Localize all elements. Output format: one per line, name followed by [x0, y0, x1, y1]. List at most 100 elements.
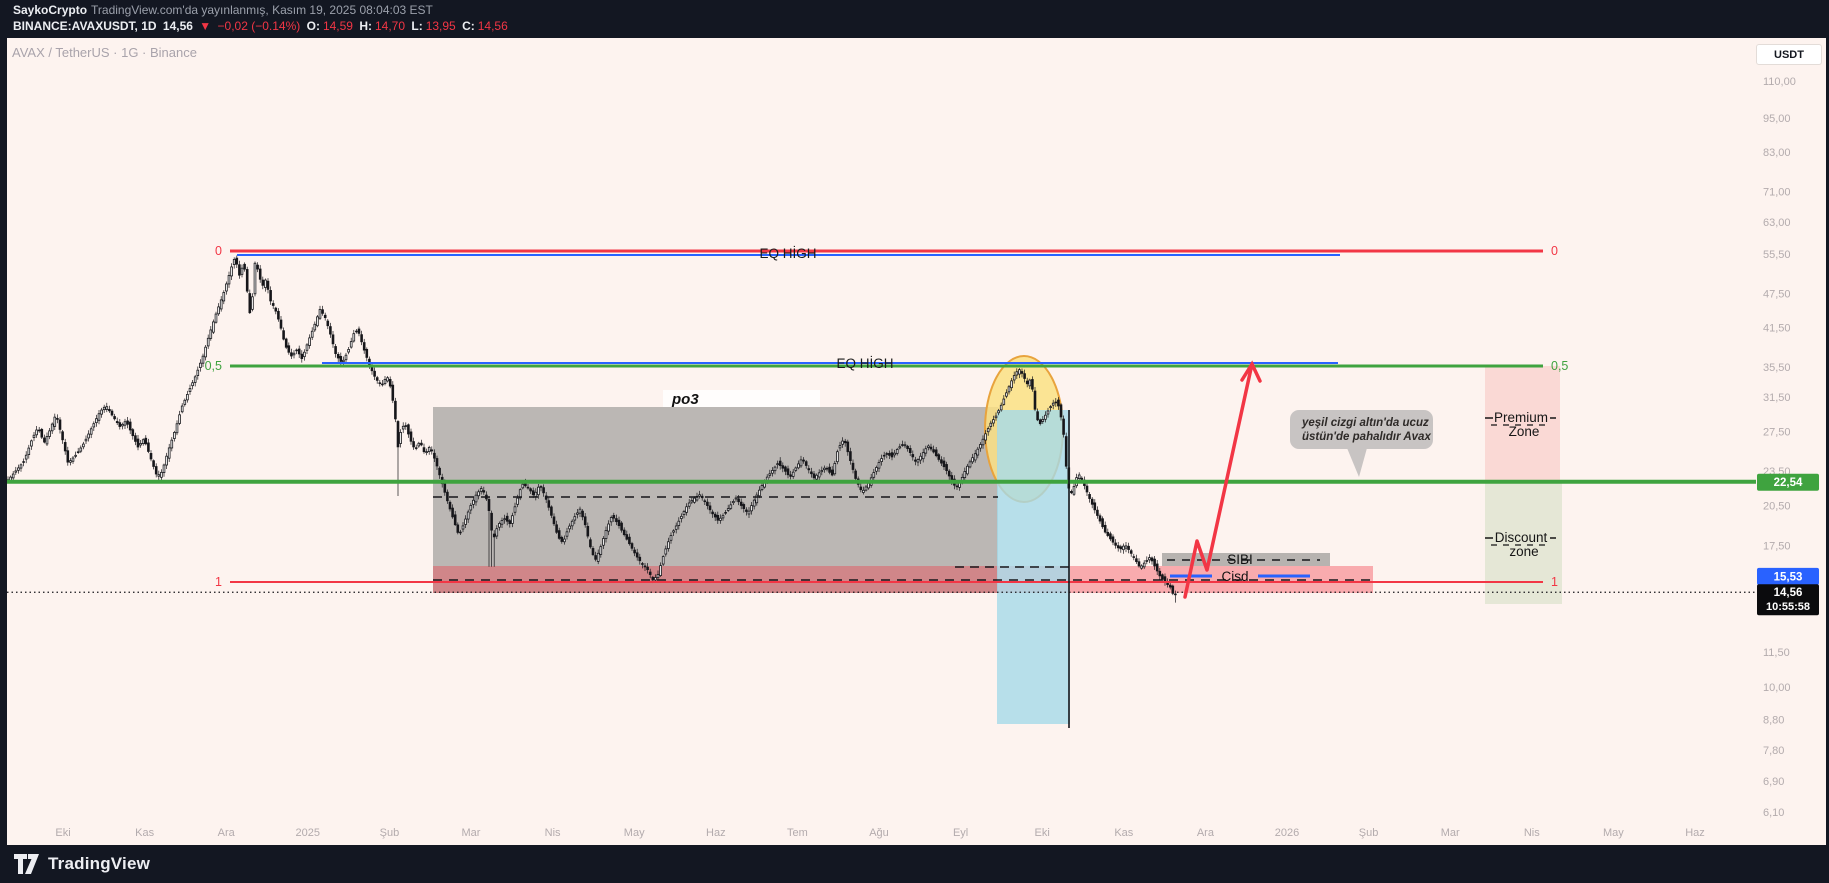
price-tick: 8,80 [1763, 715, 1784, 727]
time-tick: Kas [135, 827, 154, 839]
badge-22-54-text: 22,54 [1774, 477, 1803, 489]
close-label: C: [462, 19, 475, 33]
badge-22-54 [1757, 473, 1819, 491]
badge-15-53 [1757, 567, 1819, 585]
price-tick: 17,50 [1763, 541, 1791, 553]
price-tick: 11,50 [1763, 647, 1790, 659]
fib-1-label-left: 1 [215, 575, 222, 589]
badge-15-53-text: 15,53 [1774, 571, 1803, 583]
time-tick: Nis [1524, 827, 1540, 839]
eq-high-label-mid: EQ HİGH [836, 356, 893, 371]
svg-text:zone: zone [1509, 544, 1538, 559]
time-tick: Eyl [953, 827, 968, 839]
tradingview-logo-icon [14, 854, 39, 874]
price-tick: 110,00 [1763, 76, 1796, 88]
tooltip-line2: üstün'de pahalıdır Avax [1302, 431, 1431, 443]
tooltip-line1: yeşil cizgi altın'da ucuz [1301, 417, 1429, 429]
price-tick: 35,50 [1763, 362, 1791, 374]
low-value: 13,95 [425, 19, 456, 33]
projection-arrow[interactable] [1183, 360, 1262, 599]
open-label: O: [306, 19, 320, 33]
price-tick: 7,80 [1763, 745, 1784, 757]
chart-labels: EQ HİGH EQ HİGH po3 SIBI Cisd 0 0 0,5 0,5 1 1 Premi… [205, 244, 1569, 589]
price-tick: 27,50 [1763, 426, 1791, 438]
sibi-label: SIBI [1227, 552, 1253, 567]
time-tick: Eki [55, 827, 70, 839]
fib-1-label-right: 1 [1551, 575, 1558, 589]
time-tick: Tem [787, 827, 808, 839]
po3-label-strip [663, 390, 820, 407]
po3-label: po3 [671, 391, 699, 408]
author-name: SaykoCrypto [13, 3, 88, 17]
last-price: 14,56 [162, 19, 193, 33]
fib-05-label-left: 0,5 [205, 359, 222, 373]
time-tick: Kas [1114, 827, 1133, 839]
ticker-row: BINANCE:AVAXUSDT, 1D 14,56 ▼ −0,02 (−0.1… [13, 19, 511, 33]
price-tick: 20,50 [1763, 501, 1791, 513]
premium-zone-label: Premium [1494, 410, 1548, 425]
cisd-label: Cisd [1221, 569, 1248, 584]
price-tick: 47,50 [1763, 288, 1791, 300]
time-tick: Haz [1685, 827, 1705, 839]
price-tick: 6,10 [1763, 807, 1784, 819]
time-tick: Eki [1035, 827, 1050, 839]
price-tick: 10,00 [1763, 682, 1791, 694]
drawing-layers [433, 355, 1562, 724]
price-tick: 6,90 [1763, 776, 1784, 788]
eq-high-label-top: EQ HİGH [759, 246, 816, 261]
down-arrow-icon: ▼ [199, 19, 212, 33]
price-tick: 41,50 [1763, 322, 1791, 334]
time-tick: Haz [706, 827, 726, 839]
chart-watermark-title: AVAX / TetherUS · 1G · Binance [12, 45, 197, 60]
time-tick: May [1603, 827, 1624, 839]
fib-0-label-left: 0 [215, 244, 222, 258]
high-label: H: [359, 19, 372, 33]
currency-toggle-button[interactable]: USDT [1756, 44, 1822, 65]
time-tick: Mar [1441, 827, 1460, 839]
time-tick: Ara [218, 827, 236, 839]
tradingview-logo[interactable]: TradingView [14, 854, 150, 874]
bottom-bar: TradingView [0, 845, 1829, 883]
badge-countdown-text: 10:55:58 [1766, 601, 1810, 613]
tradingview-logo-text: TradingView [48, 854, 151, 873]
callout-tooltip[interactable]: yeşil cizgi altın'da ucuz üstün'de pahalı… [1290, 410, 1433, 477]
price-change: −0,02 (−0.14%) [217, 19, 301, 33]
badge-last-price-text: 14,56 [1774, 587, 1803, 599]
candlesticks [6, 255, 1177, 603]
symbol-label: BINANCE:AVAXUSDT, 1D [13, 19, 157, 33]
price-tick: 31,50 [1763, 392, 1791, 404]
premium-zone-box[interactable] [1485, 366, 1560, 482]
high-value: 14,70 [375, 19, 406, 33]
time-tick: May [624, 827, 645, 839]
time-tick: Nis [545, 827, 561, 839]
svg-text:Zone: Zone [1509, 424, 1540, 439]
level-lines [7, 249, 1756, 728]
po3-box[interactable] [433, 407, 998, 593]
time-tick: Mar [462, 827, 481, 839]
price-tick: 55,50 [1763, 249, 1791, 261]
price-axis[interactable]: 110,00 95,00 83,00 71,00 63,00 55,50 47,50 41,5… [1763, 76, 1796, 819]
time-tick: 2026 [1275, 827, 1299, 839]
price-tick: 83,00 [1763, 147, 1791, 159]
byline-text: TradingView.com'da yayınlanmış, Kasım 19… [91, 3, 433, 17]
low-label: L: [411, 19, 423, 33]
close-value: 14,56 [477, 19, 508, 33]
open-value: 14,59 [322, 19, 353, 33]
discount-zone-box[interactable] [1485, 482, 1562, 604]
top-bar: SaykoCrypto TradingView.com'da yayınlanmı… [0, 0, 1829, 38]
time-tick: Ağu [869, 827, 889, 839]
badge-last-price [1757, 584, 1819, 616]
fib-05-label-right: 0,5 [1551, 359, 1568, 373]
publish-byline: SaykoCrypto TradingView.com'da yayınlanmı… [13, 3, 433, 17]
price-tick: 95,00 [1763, 113, 1791, 125]
time-tick: Ara [1197, 827, 1215, 839]
fib-0-label-right: 0 [1551, 244, 1558, 258]
time-tick: Şub [1359, 827, 1379, 839]
time-tick: Şub [380, 827, 400, 839]
discount-zone-label: Discount [1495, 530, 1548, 545]
arrow-head-icon [1240, 360, 1262, 383]
time-axis[interactable]: Eki Kas Ara 2025 Şub Mar Nis May Haz Tem Ağu Eyl Eki… [55, 827, 1704, 839]
